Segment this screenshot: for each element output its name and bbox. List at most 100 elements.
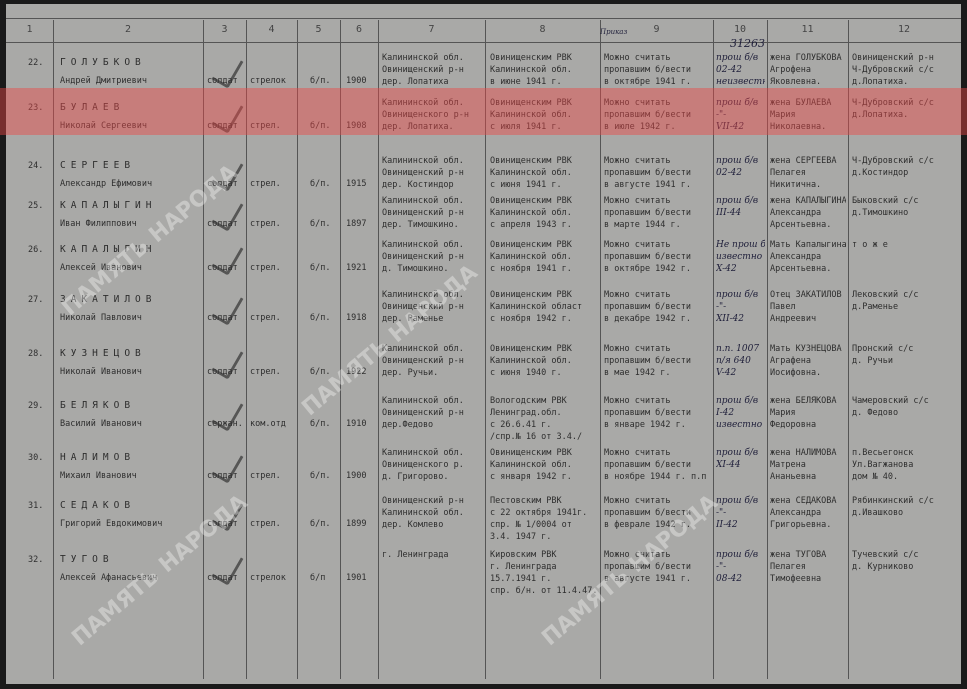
fate-line: пропавшим б/вести — [604, 208, 691, 218]
fate-line: в ноябре 1944 г. п.п 49904 — [604, 472, 711, 482]
conscription-office-line: Кировским РВК — [490, 550, 557, 560]
fate-line: пропавшим б/вести — [604, 408, 691, 418]
address-line: Ч-Дубровский с/с — [852, 98, 934, 108]
row-number: 26. — [28, 245, 44, 255]
column-header: 4 — [268, 24, 275, 35]
fate-line: в июле 1942 г. — [604, 122, 676, 132]
relative-line: Александра — [770, 208, 822, 218]
party-status: б/п. — [310, 419, 331, 429]
address-line: Ч-Дубровский с/с — [852, 156, 934, 166]
address-line: д.Ивашково — [852, 508, 904, 518]
handwritten-note: п.п. 1007 — [716, 344, 760, 354]
conscription-office-line: спр. б/н. от 11.4.47. — [490, 586, 598, 596]
table-row[interactable]: 28. КУЗНЕЦОВ Николай Иванович солдат стрел. б… — [0, 343, 967, 392]
table-row[interactable]: 30. НАЛИМОВ Михаил Иванович солдат стрел. б/п… — [0, 447, 967, 496]
birthplace-line: дер. Комлево — [382, 520, 444, 530]
address-line: Быковский с/с — [852, 196, 919, 206]
relative-line: Аграфена — [770, 356, 811, 366]
conscription-office-line: спр. № 1/0004 от — [490, 520, 572, 530]
birthplace-line: г. Ленинграда — [382, 550, 449, 560]
conscription-office-line: с апреля 1943 г. — [490, 220, 572, 230]
column-header: 7 — [428, 24, 435, 35]
address-line: д. Федово — [852, 408, 899, 418]
conscription-office-line: Калининской обл. — [490, 65, 572, 75]
handwritten-note: V-42 — [716, 368, 737, 378]
birthplace-line: д. Григорово. — [382, 472, 449, 482]
table-row[interactable]: 23. БУЛАЕВ Николай Сергеевич солдат стрел. б/… — [0, 97, 967, 146]
conscription-office-line: Овинищенским РВК — [490, 156, 572, 166]
birthplace-line: Калининской обл. — [382, 98, 464, 108]
table-row[interactable]: 26. КАПАЛЫГИН Алексей Иванович солдат стрел.… — [0, 239, 967, 288]
relative-line: жена НАЛИМОВА — [770, 448, 837, 458]
position: стрел. — [250, 367, 281, 377]
fate-line: в декабре 1942 г. — [604, 314, 691, 324]
birth-year: 1908 — [346, 121, 367, 131]
row-number: 32. — [28, 555, 44, 565]
party-status: б/п — [310, 573, 326, 583]
relative-line: Арсентьевна. — [770, 264, 832, 274]
fate-line: Можно считать — [604, 156, 671, 166]
party-status: б/п. — [310, 219, 331, 229]
relative-line: Федоровна — [770, 420, 817, 430]
handwritten-note: прош б/в — [716, 196, 759, 206]
table-row[interactable]: 27. ЗАКАТИЛОВ Николай Павлович солдат стрел.… — [0, 289, 967, 338]
position: стрел. — [250, 263, 281, 273]
table-row[interactable]: 25. КАПАЛЫГИН Иван Филиппович солдат стрел. б… — [0, 195, 967, 244]
relative-line: жена БУЛАЕВА — [770, 98, 832, 108]
column-header: 8 — [539, 24, 546, 35]
column-header: 5 — [315, 24, 322, 35]
relative-line: жена БЕЛЯКОВА — [770, 396, 837, 406]
birthplace-line: Овинищенский р-н — [382, 65, 464, 75]
conscription-office-line: в июне 1941 г. — [490, 77, 562, 87]
position: стрелок — [250, 573, 286, 583]
conscription-office-line: с января 1942 г. — [490, 472, 572, 482]
birthplace-line: Овинищенский р-н — [382, 496, 464, 506]
fate-line: Можно считать — [604, 496, 671, 506]
position: стрел. — [250, 519, 281, 529]
handwritten-note: прош б/в — [716, 396, 759, 406]
surname: ГОЛУБКОВ — [60, 57, 146, 68]
relative-line: Мария — [770, 110, 796, 120]
table-row[interactable]: 22. ГОЛУБКОВ Андрей Дмитриевич солдат стрело… — [0, 52, 967, 101]
surname: СЕРГЕЕВ — [60, 160, 136, 171]
conscription-office-line: 15.7.1941 г. — [490, 574, 552, 584]
relative-line: Мать КУЗНЕЦОВА — [770, 344, 842, 354]
relative-line: Никитична. — [770, 180, 822, 190]
surname: ТУГОВ — [60, 554, 114, 565]
conscription-office-line: Овинищенским РВК — [490, 196, 572, 206]
surname: БЕЛЯКОВ — [60, 400, 136, 411]
fate-line: пропавшим б/вести — [604, 460, 691, 470]
rank: солдат — [207, 121, 238, 131]
table-row[interactable]: 29. БЕЛЯКОВ Василий Иванович сержан. ком.отд… — [0, 395, 967, 444]
party-status: б/п. — [310, 313, 331, 323]
address-line: Ул.Вагжанова — [852, 460, 914, 470]
conscription-office-line: Калининской обл. — [490, 208, 572, 218]
rank: солдат — [207, 76, 238, 86]
conscription-office-line: Калининской обл. — [490, 252, 572, 262]
position: стрел. — [250, 313, 281, 323]
position: стрел. — [250, 179, 281, 189]
birthplace-line: Калининской обл. — [382, 290, 464, 300]
handwritten-note: 08-42 — [716, 574, 742, 584]
conscription-office-line: с июня 1940 г. — [490, 368, 562, 378]
handwritten-note: неизвестно — [716, 77, 765, 87]
table-row[interactable]: 31. СЕДАКОВ Григорий Евдокимович солдат стре… — [0, 495, 967, 544]
address-line: Рябинкинский с/с — [852, 496, 934, 506]
party-status: б/п. — [310, 76, 331, 86]
given-names: Алексей Афанасьевич — [60, 573, 158, 583]
conscription-office-line: Калининской област — [490, 302, 583, 312]
rank: солдат — [207, 313, 238, 323]
fate-line: Можно считать — [604, 53, 671, 63]
party-status: б/п. — [310, 263, 331, 273]
table-row[interactable]: 24. СЕРГЕЕВ Александр Ефимович солдат стрел.… — [0, 155, 967, 204]
column-divider — [600, 20, 601, 679]
fate-line: пропавшим б/вести — [604, 356, 691, 366]
relative-line: Отец ЗАКАТИЛОВ — [770, 290, 842, 300]
position: стрел. — [250, 219, 281, 229]
conscription-office-line: Калининской обл. — [490, 168, 572, 178]
surname: ЗАКАТИЛОВ — [60, 294, 157, 305]
handwritten-note: п/я 640 — [716, 356, 751, 366]
birthplace-line: Овинищенский р-н — [382, 252, 464, 262]
table-row[interactable]: 32. ТУГОВ Алексей Афанасьевич солдат стрелок… — [0, 549, 967, 598]
fate-line: Можно считать — [604, 396, 671, 406]
